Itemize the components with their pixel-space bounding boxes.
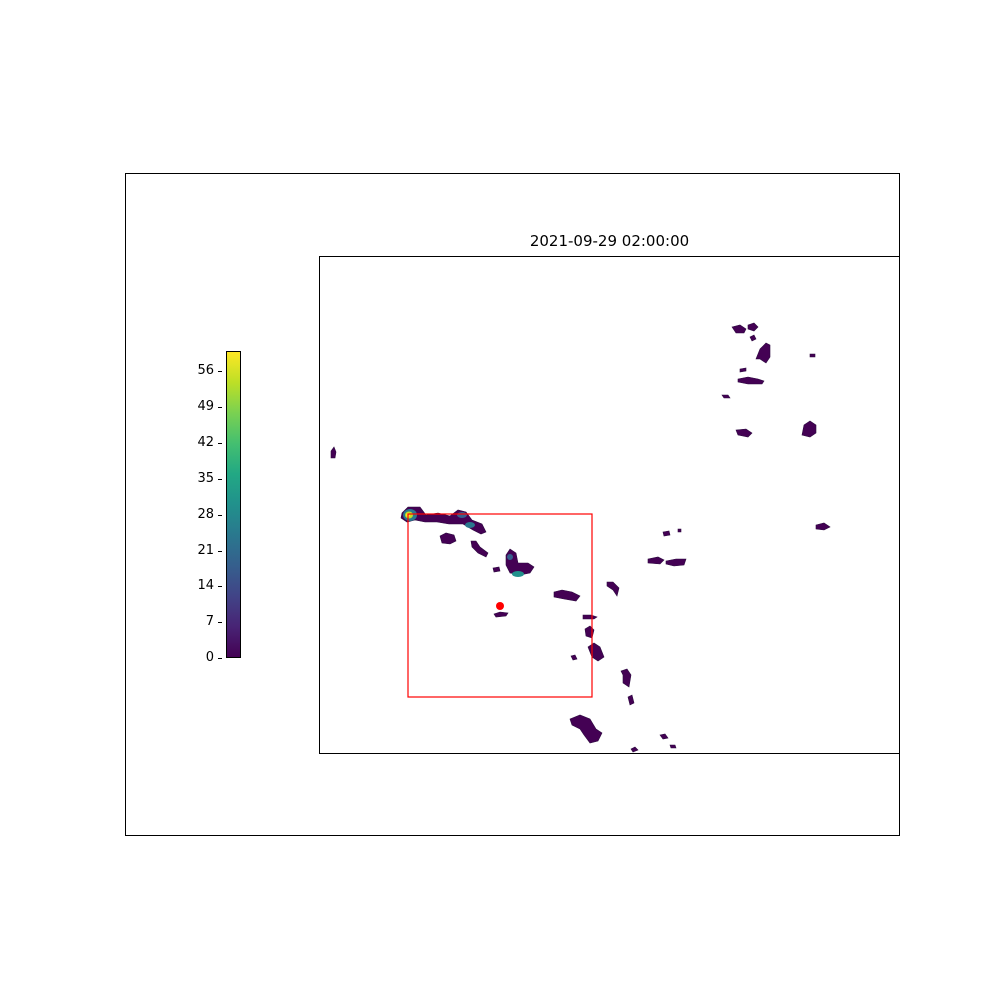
colorbar-tick-mark	[218, 478, 222, 480]
colorbar-tick-label: 28	[197, 506, 214, 522]
rain-cell	[584, 625, 595, 639]
rain-cell	[606, 581, 620, 597]
rain-cell	[665, 558, 687, 567]
rain-cell	[620, 668, 632, 688]
rain-cell	[731, 324, 747, 334]
rain-cell	[330, 446, 337, 459]
rain-cell	[647, 556, 665, 565]
rain-cell	[439, 532, 457, 545]
rain-cell	[570, 654, 578, 661]
map-title: 2021-09-29 02:00:00	[529, 232, 690, 250]
rain-core	[465, 522, 475, 528]
colorbar-tick-label: 21	[197, 542, 214, 558]
colorbar-tick-label: 7	[205, 614, 214, 630]
colorbar-tick: 14	[0, 579, 225, 593]
rain-cell	[627, 694, 635, 706]
rain-cell	[809, 353, 816, 358]
rain-cell	[737, 376, 765, 385]
region-box	[407, 513, 593, 698]
rain-cell	[815, 522, 831, 531]
precipitation-cells	[330, 322, 831, 753]
rain-cell	[630, 746, 639, 753]
rain-cell	[492, 566, 501, 573]
intense-cores	[403, 509, 524, 577]
map-panel	[319, 256, 900, 754]
colorbar	[226, 351, 241, 658]
colorbar-tick-label: 0	[205, 650, 214, 665]
rain-cell	[669, 744, 677, 749]
rain-cell	[801, 420, 817, 438]
colorbar-tick: 7	[0, 615, 225, 629]
colorbar-tick-mark	[218, 514, 222, 516]
colorbar-tick: 28	[0, 506, 225, 522]
colorbar-tick-mark	[218, 371, 222, 373]
colorbar-tick-mark	[218, 586, 222, 588]
rain-cell	[735, 428, 753, 438]
rain-core	[512, 571, 524, 577]
colorbar-tick-mark	[218, 550, 222, 552]
rain-core	[457, 512, 467, 518]
colorbar-tick-label: 56	[197, 363, 214, 379]
rain-cell	[747, 322, 759, 332]
center-marker	[496, 602, 504, 610]
rain-cell	[493, 611, 509, 618]
colorbar-tick: 21	[0, 542, 225, 558]
rain-cell	[755, 342, 771, 364]
colorbar-tick-mark	[218, 658, 222, 659]
colorbar-tick-label: 49	[197, 399, 214, 415]
colorbar-tick: 56	[0, 364, 225, 378]
colorbar-tick-label: 35	[197, 470, 214, 486]
rain-cell	[739, 367, 747, 373]
rain-cell	[677, 528, 682, 533]
rain-cell	[470, 540, 489, 558]
rain-cell	[569, 714, 603, 744]
rain-cell	[749, 334, 757, 342]
colorbar-tick: 0	[0, 651, 225, 665]
colorbar-tick-mark	[218, 407, 222, 409]
rain-cell	[553, 589, 581, 602]
rain-cell	[587, 642, 605, 662]
rain-cell	[659, 733, 669, 740]
rain-cell	[662, 530, 671, 537]
rain-cell	[721, 394, 731, 399]
rain-cell	[582, 614, 598, 620]
colorbar-tick: 35	[0, 470, 225, 486]
rain-cell	[505, 548, 535, 576]
colorbar-tick-label: 42	[197, 435, 214, 451]
colorbar-tick-mark	[218, 622, 222, 624]
colorbar-tick-label: 14	[197, 578, 214, 594]
colorbar-tick: 42	[0, 436, 225, 450]
colorbar-tick: 49	[0, 400, 225, 414]
rain-core	[507, 554, 513, 560]
colorbar-tick-mark	[218, 443, 222, 445]
precipitation-map	[330, 322, 831, 753]
